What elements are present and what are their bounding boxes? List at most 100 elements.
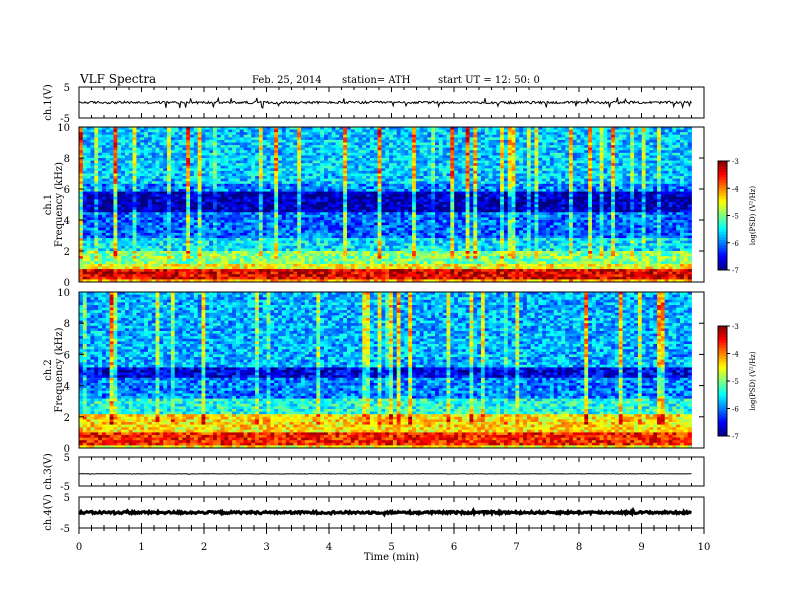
spectrogram-cell [293,186,297,189]
spectrogram-cell [649,135,653,138]
spectrogram-cell [87,145,91,148]
spectrogram-cell [531,184,535,187]
spectrogram-cell [102,145,106,148]
spectrogram-cell [619,181,623,184]
spectrogram-cell [588,150,592,153]
spectrogram-cell [320,155,324,158]
spectrogram-cell [424,199,428,202]
spectrogram-cell [580,181,584,184]
spectrogram-cell [500,145,504,148]
spectrogram-cell [221,189,225,192]
spectrogram-cell [492,181,496,184]
spectrogram-cell [240,199,244,202]
spectrogram-cell [194,197,198,200]
spectrogram-cell [366,189,370,192]
spectrogram-cell [611,143,615,146]
spectrogram-cell [623,197,627,200]
spectrogram-cell [626,197,630,200]
spectrogram-cell [125,161,129,164]
spectrogram-cell [94,166,98,169]
spectrogram-cell [527,140,531,143]
spectrogram-cell [416,186,420,189]
spectrogram-cell [167,186,171,189]
spectrogram-cell [144,148,148,151]
spectrogram-cell [221,184,225,187]
spectrogram-cell [561,143,565,146]
spectrogram-cell [228,153,232,156]
spectrogram-cell [657,153,661,156]
spectrogram-cell [657,181,661,184]
spectrogram-cell [167,132,171,135]
spectrogram-cell [113,176,117,179]
spectrogram-cell [121,171,125,174]
spectrogram-cell [374,158,378,161]
spectrogram-cell [653,158,657,161]
spectrogram-cell [577,176,581,179]
spectrogram-cell [328,145,332,148]
spectrogram-cell [175,176,179,179]
spectrogram-cell [152,148,156,151]
spectrogram-cell [205,199,209,202]
spectrogram-cell [175,199,179,202]
spectrogram-cell [255,155,259,158]
spectrogram-cell [642,199,646,202]
spectrogram-cell [424,150,428,153]
spectrogram-cell [577,135,581,138]
spectrogram-cell [339,179,343,182]
spectrogram-cell [485,143,489,146]
spectrogram-cell [102,137,106,140]
spectrogram-cell [90,137,94,140]
spectrogram-cell [205,143,209,146]
spectrogram-cell [462,145,466,148]
spectrogram-cell [634,153,638,156]
spectrogram-cell [515,153,519,156]
spectrogram-cell [267,145,271,148]
spectrogram-cell [90,166,94,169]
spectrogram-cell [133,171,137,174]
spectrogram-cell [496,130,500,133]
spectrogram-cell [247,168,251,171]
spectrogram-cell [447,194,451,197]
spectrogram-cell [370,194,374,197]
spectrogram-cell [213,132,217,135]
spectrogram-cell [370,148,374,151]
spectrogram-cell [274,161,278,164]
spectrogram-cell [439,161,443,164]
spectrogram-cell [136,174,140,177]
spectrogram-cell [144,143,148,146]
spectrogram-cell [232,132,236,135]
spectrogram-cell [167,174,171,177]
spectrogram-cell [439,174,443,177]
spectrogram-cell [98,197,102,200]
spectrogram-cell [408,176,412,179]
spectrogram-cell [600,166,604,169]
spectrogram-cell [316,166,320,169]
spectrogram-cell [450,155,454,158]
spectrogram-cell [615,137,619,140]
spectrogram-cell [343,181,347,184]
figure-header: VLF Spectra Feb. 25, 2014 station= ATH s… [79,72,540,86]
spectrogram-cell [255,176,259,179]
spectrogram-cell [408,184,412,187]
spectrogram-cell [565,140,569,143]
spectrogram-cell [466,153,470,156]
spectrogram-cell [619,148,623,151]
spectrogram-cell [144,199,148,202]
spectrogram-cell [588,161,592,164]
spectrogram-cell [596,163,600,166]
spectrogram-cell [542,137,546,140]
spectrogram-cell [83,143,87,146]
spectrogram-cell [558,189,562,192]
spectrogram-cell [676,186,680,189]
spectrogram-cell [580,140,584,143]
spectrogram-cell [596,181,600,184]
spectrogram-cell [152,161,156,164]
spectrogram-cell [351,135,355,138]
spectrogram-cell [385,163,389,166]
spectrogram-cell [393,171,397,174]
spectrogram-cell [435,186,439,189]
spectrogram-cell [565,168,569,171]
spectrogram-cell [427,140,431,143]
spectrogram-cell [186,140,190,143]
spectrogram-cell [125,135,129,138]
